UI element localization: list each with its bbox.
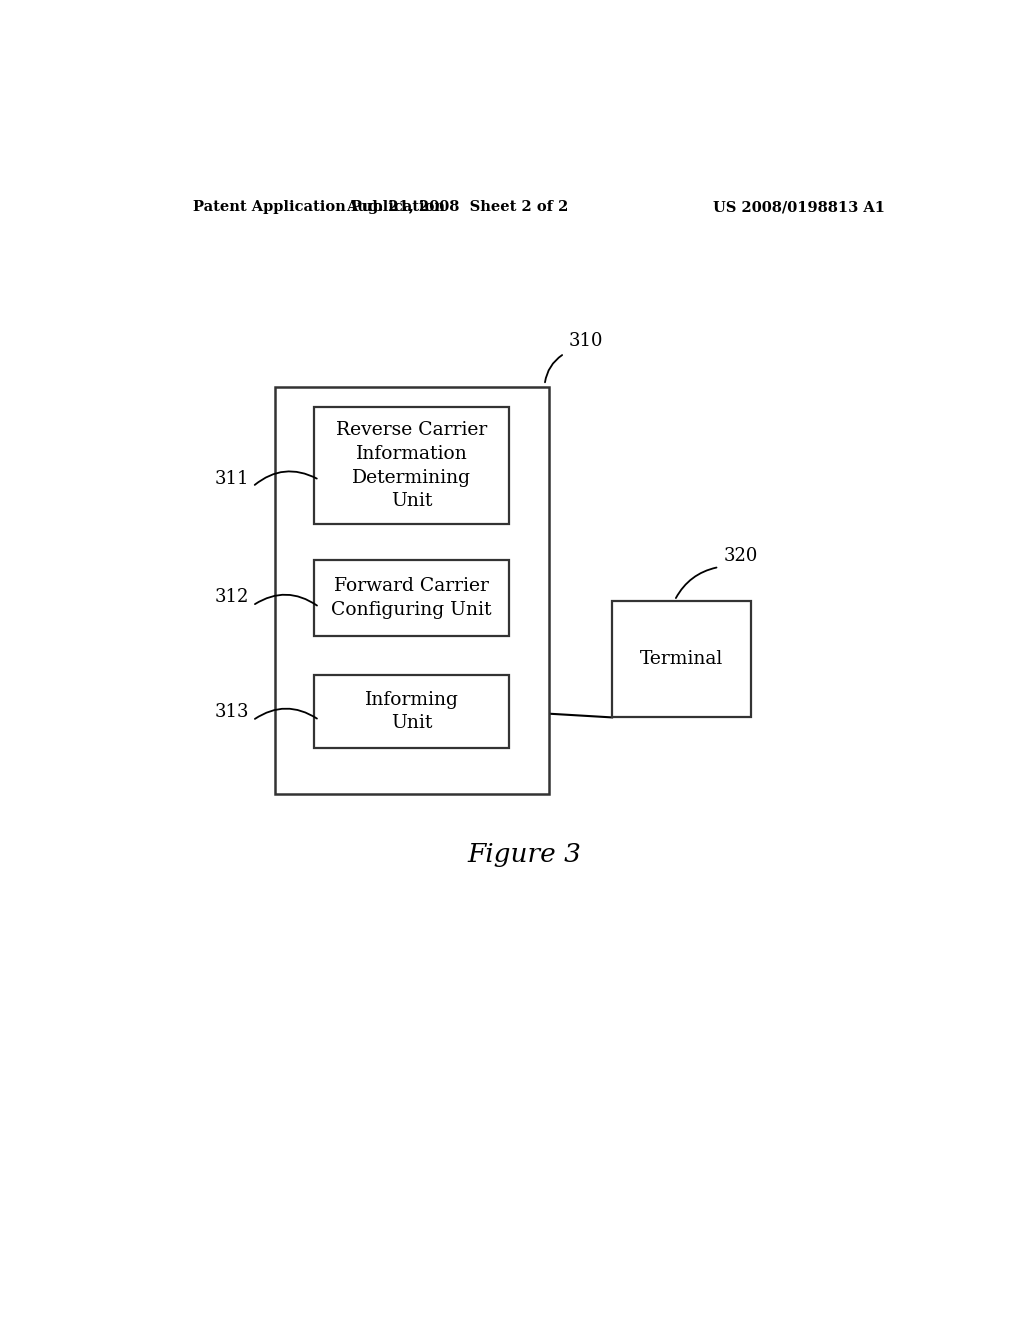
Text: 310: 310 <box>568 333 603 351</box>
Text: 320: 320 <box>723 546 758 565</box>
Bar <box>314 675 509 748</box>
Text: Forward Carrier
Configuring Unit: Forward Carrier Configuring Unit <box>332 577 492 619</box>
Text: 311: 311 <box>214 470 249 487</box>
Bar <box>314 408 509 524</box>
Text: Informing
Unit: Informing Unit <box>365 690 459 733</box>
Text: Patent Application Publication: Patent Application Publication <box>194 201 445 214</box>
Bar <box>314 560 509 636</box>
Text: US 2008/0198813 A1: US 2008/0198813 A1 <box>713 201 885 214</box>
Text: 312: 312 <box>214 589 249 606</box>
Text: Figure 3: Figure 3 <box>468 842 582 867</box>
Bar <box>612 601 751 718</box>
Text: Aug. 21, 2008  Sheet 2 of 2: Aug. 21, 2008 Sheet 2 of 2 <box>346 201 568 214</box>
Text: Terminal: Terminal <box>640 649 723 668</box>
Text: Reverse Carrier
Information
Determining
Unit: Reverse Carrier Information Determining … <box>336 421 487 511</box>
Bar <box>274 387 549 793</box>
Text: 313: 313 <box>214 704 249 721</box>
